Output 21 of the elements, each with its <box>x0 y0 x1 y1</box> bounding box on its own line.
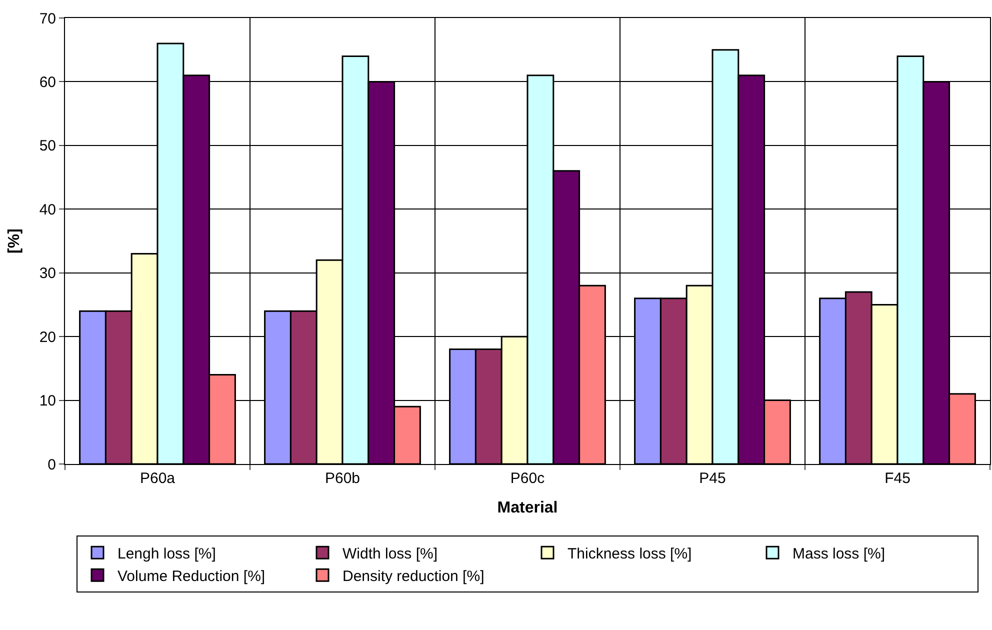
y-tick-label: 20 <box>39 328 56 346</box>
y-tick-label: 30 <box>39 265 56 282</box>
legend-label: Width loss [%] <box>342 545 438 562</box>
y-tick-label: 60 <box>39 74 56 91</box>
x-axis-title: Material <box>497 500 558 517</box>
y-tick-label: 50 <box>39 138 56 155</box>
x-tick-label: P60b <box>324 470 360 487</box>
legend-label: Lengh loss [%] <box>118 545 216 562</box>
x-tick-label: P45 <box>699 470 726 487</box>
x-tick-label: P60a <box>140 470 176 487</box>
y-axis-title: [%] <box>6 228 24 254</box>
y-tick-label: 10 <box>39 392 56 410</box>
y-tick-label: 40 <box>39 201 56 218</box>
y-tick-label: 0 <box>48 456 56 474</box>
legend-label: Density reduction [%] <box>342 568 484 585</box>
legend-label: Thickness loss [%] <box>568 545 692 562</box>
y-tick-label: 70 <box>39 10 56 28</box>
legend-label: Volume Reduction [%] <box>118 568 266 585</box>
x-tick-label: F45 <box>884 470 910 487</box>
legend-label: Mass loss [%] <box>792 545 886 562</box>
x-tick-label: P60c <box>510 470 546 487</box>
